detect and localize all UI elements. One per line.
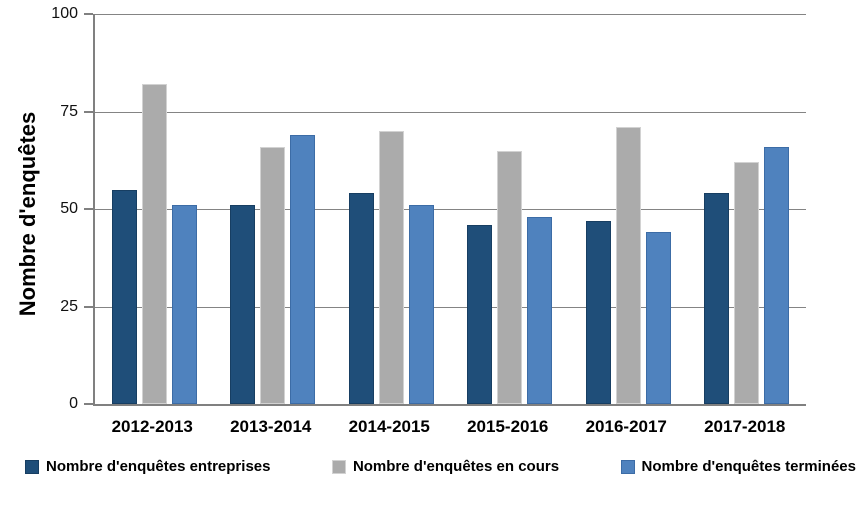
- x-label-2017-2018: 2017-2018: [704, 417, 786, 436]
- bar-2016-2017-series-1: [585, 220, 611, 404]
- legend-label: Nombre d'enquêtes en cours: [352, 458, 560, 475]
- x-label-2012-2013: 2012-2013: [111, 417, 193, 436]
- x-label-2016-2017: 2016-2017: [585, 417, 667, 436]
- y-tick-label-25: 25: [60, 297, 78, 315]
- gridline-100: [95, 14, 806, 15]
- bar-2014-2015-series-3: [408, 205, 434, 404]
- legend-item-2: Nombre d'enquêtes en cours: [331, 458, 560, 475]
- y-tick-label-0: 0: [69, 395, 78, 412]
- y-tick-label-75: 75: [60, 102, 78, 120]
- bar-2012-2013-series-2: [141, 84, 167, 404]
- legend-swatch-icon: [620, 459, 635, 474]
- y-tick-mark-100: [84, 13, 93, 15]
- x-label-2014-2015: 2014-2015: [348, 417, 430, 436]
- bar-2015-2016-series-1: [467, 224, 493, 404]
- y-tick-mark-50: [84, 208, 93, 210]
- y-tick-label-100: 100: [51, 5, 78, 22]
- bar-2015-2016-series-3: [527, 216, 553, 404]
- x-label-2013-2014: 2013-2014: [230, 417, 312, 436]
- bar-2014-2015-series-1: [348, 193, 374, 404]
- y-tick-mark-0: [84, 403, 93, 405]
- y-tick-mark-25: [84, 305, 93, 308]
- x-label-2015-2016: 2015-2016: [467, 417, 549, 436]
- bar-2015-2016-series-2: [497, 150, 523, 404]
- bar-2017-2018-series-3: [764, 146, 790, 404]
- legend-label: Nombre d'enquêtes terminées: [641, 458, 856, 475]
- gridline-50: [95, 209, 806, 210]
- bar-2016-2017-series-2: [615, 127, 641, 404]
- y-tick-mark-75: [84, 110, 93, 113]
- bar-2013-2014-series-2: [260, 146, 286, 404]
- bar-2017-2018-series-2: [734, 162, 760, 404]
- bar-2017-2018-series-1: [704, 193, 730, 404]
- bar-2016-2017-series-3: [645, 232, 671, 404]
- bar-2012-2013-series-1: [111, 189, 137, 404]
- bar-2012-2013-series-3: [171, 205, 197, 404]
- gridline-25: [95, 306, 806, 308]
- bar-2013-2014-series-3: [290, 134, 316, 404]
- legend-item-3: Nombre d'enquêtes terminées: [620, 458, 856, 475]
- y-tick-label-50: 50: [60, 200, 78, 217]
- legend-swatch-icon: [25, 459, 39, 474]
- legend-item-1: Nombre d'enquêtes entreprises: [25, 458, 270, 475]
- legend-swatch-icon: [331, 459, 346, 474]
- plot-area: [93, 14, 806, 406]
- gridline-75: [95, 111, 806, 113]
- legend: Nombre d'enquêtes entreprises Nombre d'en…: [25, 458, 856, 475]
- bar-2014-2015-series-2: [378, 131, 404, 404]
- bar-2013-2014-series-1: [230, 205, 256, 404]
- legend-label: Nombre d'enquêtes entreprises: [46, 458, 271, 475]
